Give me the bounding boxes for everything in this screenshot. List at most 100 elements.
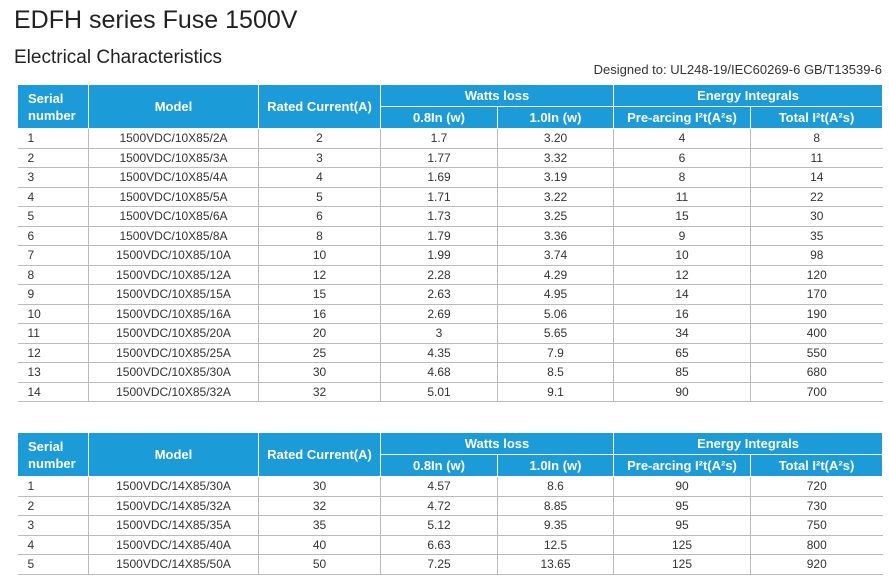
table-cell: 3.22	[497, 187, 614, 207]
table-cell: 2.28	[380, 265, 498, 285]
table-cell: 4	[613, 128, 751, 149]
table-cell: 8.85	[497, 496, 614, 516]
table-cell: 4.57	[380, 476, 498, 497]
table-cell: 65	[613, 343, 751, 363]
table-cell: 5	[17, 206, 89, 227]
table-cell: 4.72	[380, 496, 498, 516]
table-cell: 35	[750, 226, 883, 246]
table-cell: 3.32	[497, 148, 614, 168]
table-cell: 10	[258, 245, 381, 266]
table-cell: 5.01	[380, 382, 498, 402]
header-serial: Serial number	[17, 84, 89, 129]
header-energy-integrals: Energy Integrals	[613, 84, 883, 107]
table-cell: 800	[750, 535, 883, 555]
table-cell: 30	[258, 362, 381, 383]
table-cell: 3	[17, 167, 89, 188]
table-cell: 11	[750, 148, 883, 168]
table-cell: 550	[750, 343, 883, 363]
table-cell: 1500VDC/10X85/30A	[88, 362, 259, 383]
table-row: 8 1500VDC/10X85/12A 12 2.28 4.29 12 120	[17, 265, 883, 285]
standards-note: Designed to: UL248-19/IEC60269-6 GB/T135…	[593, 62, 882, 77]
table-cell: 125	[613, 535, 751, 555]
table-cell: 9	[613, 226, 751, 246]
table-cell: 3.25	[497, 206, 614, 227]
table-cell: 1500VDC/10X85/32A	[88, 382, 259, 402]
table-cell: 1500VDC/10X85/20A	[88, 323, 259, 344]
table-cell: 5	[258, 187, 381, 207]
header-model: Model	[88, 84, 259, 129]
table-cell: 8.5	[497, 362, 614, 383]
table-cell: 9.1	[497, 382, 614, 402]
header-pre-arcing: Pre-arcing I²t(A²s)	[613, 454, 751, 477]
table-cell: 90	[613, 476, 751, 497]
table-cell: 1500VDC/10X85/5A	[88, 187, 259, 207]
table-cell: 5.65	[497, 323, 614, 344]
table-cell: 8	[613, 167, 751, 188]
table-cell: 1500VDC/14X85/40A	[88, 535, 259, 555]
table-cell: 9.35	[497, 515, 614, 536]
table-row: 12 1500VDC/10X85/25A 25 4.35 7.9 65 550	[17, 343, 883, 363]
table-cell: 11	[17, 323, 89, 344]
table-cell: 25	[258, 343, 381, 363]
table-cell: 1.73	[380, 206, 498, 227]
table-cell: 6.63	[380, 535, 498, 555]
fuse-table-14x85: Serial number Model Rated Current(A) Wat…	[17, 432, 883, 575]
table-cell: 1500VDC/10X85/2A	[88, 128, 259, 149]
table-cell: 2	[17, 148, 89, 168]
table-cell: 30	[258, 476, 381, 497]
header-10in: 1.0In (w)	[497, 454, 614, 477]
table-cell: 95	[613, 515, 751, 536]
table-row: 2 1500VDC/10X85/3A 3 1.77 3.32 6 11	[17, 148, 883, 168]
table-cell: 1.99	[380, 245, 498, 266]
table-cell: 32	[258, 382, 381, 402]
table-cell: 34	[613, 323, 751, 344]
table-row: 2 1500VDC/14X85/32A 32 4.72 8.85 95 730	[17, 496, 883, 516]
table-cell: 190	[750, 304, 883, 324]
table-cell: 6	[613, 148, 751, 168]
table-row: 1 1500VDC/14X85/30A 30 4.57 8.6 90 720	[17, 476, 883, 497]
table-cell: 1500VDC/10X85/10A	[88, 245, 259, 266]
table-cell: 920	[750, 554, 883, 575]
table-cell: 3	[17, 515, 89, 536]
table-cell: 4.29	[497, 265, 614, 285]
header-watts-loss: Watts loss	[380, 84, 614, 107]
table-cell: 1500VDC/10X85/16A	[88, 304, 259, 324]
table-cell: 5.12	[380, 515, 498, 536]
table-cell: 1.71	[380, 187, 498, 207]
header-rated-current: Rated Current(A)	[258, 84, 381, 129]
table-cell: 1500VDC/14X85/32A	[88, 496, 259, 516]
table-cell: 4	[17, 187, 89, 207]
table-row: 7 1500VDC/10X85/10A 10 1.99 3.74 10 98	[17, 245, 883, 266]
table-cell: 730	[750, 496, 883, 516]
table-cell: 7.9	[497, 343, 614, 363]
table-row: 14 1500VDC/10X85/32A 32 5.01 9.1 90 700	[17, 382, 883, 402]
table-cell: 14	[750, 167, 883, 188]
table-cell: 2.69	[380, 304, 498, 324]
table-cell: 2.63	[380, 284, 498, 305]
table-cell: 1.77	[380, 148, 498, 168]
table-cell: 170	[750, 284, 883, 305]
table-cell: 1500VDC/14X85/30A	[88, 476, 259, 497]
table-cell: 90	[613, 382, 751, 402]
table-row: 11 1500VDC/10X85/20A 20 3 5.65 34 400	[17, 323, 883, 344]
table-cell: 50	[258, 554, 381, 575]
table-cell: 95	[613, 496, 751, 516]
header-08in: 0.8In (w)	[380, 106, 498, 129]
table-cell: 1500VDC/10X85/3A	[88, 148, 259, 168]
table-cell: 12	[17, 343, 89, 363]
table-cell: 8	[17, 265, 89, 285]
table-cell: 2	[17, 496, 89, 516]
table-cell: 1	[17, 128, 89, 149]
page-title: EDFH series Fuse 1500V	[14, 6, 298, 34]
table-cell: 1	[17, 476, 89, 497]
table-cell: 1.79	[380, 226, 498, 246]
table-cell: 1500VDC/10X85/12A	[88, 265, 259, 285]
table-cell: 8	[258, 226, 381, 246]
table-cell: 7	[17, 245, 89, 266]
table-cell: 12.5	[497, 535, 614, 555]
table-cell: 1500VDC/14X85/50A	[88, 554, 259, 575]
header-model: Model	[88, 432, 259, 477]
table-cell: 15	[613, 206, 751, 227]
table-cell: 2	[258, 128, 381, 149]
table-cell: 4.35	[380, 343, 498, 363]
